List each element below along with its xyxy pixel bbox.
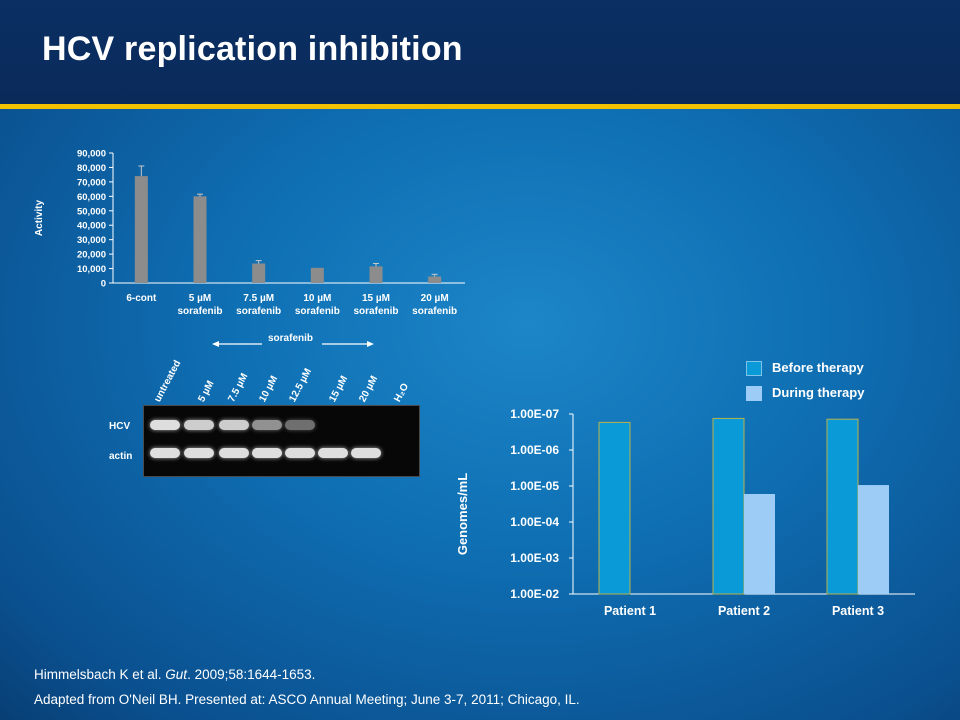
x-tick-label: sorafenib: [353, 306, 398, 317]
bar: [428, 276, 442, 283]
x-tick-label: 20 µM: [421, 293, 449, 304]
actin-band: [318, 448, 348, 458]
x-tick-label: Patient 2: [718, 604, 770, 618]
bar: [252, 263, 266, 283]
y-tick-label: 1.00E-02: [510, 587, 559, 601]
y-tick-label: 20,000: [77, 250, 106, 261]
hcv-band: [219, 420, 249, 430]
bar-before-therapy: [826, 418, 859, 595]
gel-row-label-hcv: HCV: [109, 421, 131, 432]
x-tick-label: 5 µM: [189, 293, 211, 304]
header-rule: [0, 104, 960, 109]
actin-band: [219, 448, 249, 458]
legend-label-during: During therapy: [772, 385, 865, 400]
reference-1-details: . 2009;58:1644-1653.: [187, 667, 316, 682]
header-bar: [0, 0, 960, 104]
gel-lane-label: 7.5 µM: [226, 371, 251, 404]
y-tick-label: 1.00E-07: [510, 407, 559, 421]
genomes-bar-chart: 1.00E-07 1.00E-06 1.00E-05 1.00E-04 1.00E-03…: [455, 407, 915, 618]
x-tick-label: 6-cont: [126, 293, 157, 304]
bar-before-therapy: [598, 421, 631, 595]
y-tick-label: 1.00E-04: [510, 515, 559, 529]
y-tick-label: 1.00E-06: [510, 443, 559, 457]
reference-1: Himmelsbach K et al. Gut. 2009;58:1644-1…: [34, 667, 315, 682]
actin-band: [351, 448, 381, 458]
legend-swatch-before: [746, 361, 762, 376]
hcv-band: [252, 420, 282, 430]
gel-lane-label: H₂O: [392, 381, 412, 404]
bar-during-therapy: [744, 494, 775, 594]
x-tick-label: 15 µM: [362, 293, 390, 304]
hcv-band: [184, 420, 214, 430]
y-tick-label: 80,000: [77, 163, 106, 174]
bar: [193, 196, 207, 283]
bar: [369, 266, 383, 283]
reference-1-journal: Gut: [165, 667, 188, 682]
sorafenib-arrow: [212, 341, 374, 347]
y-tick-label: 60,000: [77, 192, 106, 203]
y-axis-label: Activity: [34, 200, 45, 237]
bar-during-therapy: [858, 485, 889, 594]
y-tick-label: 30,000: [77, 235, 106, 246]
reference-2: Adapted from O'Neil BH. Presented at: AS…: [34, 692, 580, 707]
bar: [310, 267, 324, 283]
gel-row-label-actin: actin: [109, 451, 133, 462]
actin-band: [184, 448, 214, 458]
y-tick-label: 90,000: [77, 149, 106, 160]
x-tick-label: sorafenib: [236, 306, 281, 317]
y-tick-label: 1.00E-05: [510, 479, 559, 493]
hcv-band: [285, 420, 315, 430]
bar: [134, 176, 148, 283]
activity-bar-chart: 0 10,000 20,000 30,000 40,000 50,000 60,000 70,…: [34, 149, 465, 317]
y-tick-label: 0: [101, 279, 106, 290]
y-tick-label: 1.00E-03: [510, 551, 559, 565]
gel-lane-label: 15 µM: [327, 374, 351, 404]
gel-lane-label: untreated: [152, 358, 184, 404]
y-tick-label: 70,000: [77, 177, 106, 188]
bar-before-therapy: [712, 417, 745, 595]
legend-label-before: Before therapy: [772, 360, 864, 375]
x-tick-label: Patient 3: [832, 604, 884, 618]
slide-title: HCV replication inhibition: [42, 30, 463, 68]
y-tick-label: 40,000: [77, 221, 106, 232]
x-tick-label: sorafenib: [295, 306, 340, 317]
x-tick-label: 10 µM: [303, 293, 331, 304]
reference-1-authors: Himmelsbach K et al.: [34, 667, 166, 682]
gel-lane-label: 12.5 µM: [287, 366, 315, 404]
y-tick-label: 10,000: [77, 264, 106, 275]
gel-lane-label: 10 µM: [257, 374, 281, 404]
x-tick-label: Patient 1: [604, 604, 656, 618]
x-tick-label: sorafenib: [412, 306, 457, 317]
x-tick-label: sorafenib: [177, 306, 222, 317]
hcv-band: [150, 420, 180, 430]
y-tick-label: 50,000: [77, 206, 106, 217]
actin-band: [285, 448, 315, 458]
actin-band: [252, 448, 282, 458]
gel-blot: [143, 405, 420, 477]
arrow-head-right: [367, 341, 374, 347]
gel-lane-label: 5 µM: [196, 379, 217, 404]
legend-swatch-during: [746, 386, 762, 401]
y-axis-label: Genomes/mL: [455, 473, 470, 555]
gel-arrow-label: sorafenib: [268, 333, 314, 344]
actin-band: [150, 448, 180, 458]
arrow-head-left: [212, 341, 219, 347]
gel-lane-label: 20 µM: [357, 374, 381, 404]
x-tick-label: 7.5 µM: [243, 293, 274, 304]
